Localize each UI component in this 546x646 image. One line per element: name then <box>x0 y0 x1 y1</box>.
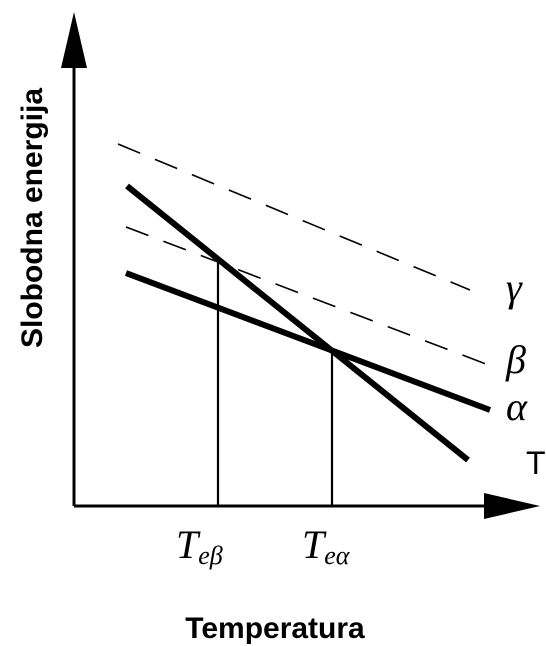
t-curve <box>125 183 470 463</box>
x-axis-arrow <box>484 493 540 519</box>
t-e-beta-base: T <box>176 522 201 567</box>
t-e-alpha-base: T <box>302 522 327 567</box>
alpha-label: α <box>506 384 528 429</box>
t-e-alpha-sub: eα <box>324 541 351 570</box>
gamma-curve <box>117 143 471 291</box>
t-e-beta-label: Teβ <box>176 522 223 570</box>
t-e-beta-sub: eβ <box>198 541 223 570</box>
beta-curve <box>125 226 487 365</box>
y-axis-title: Slobodna energija <box>16 88 49 348</box>
alpha-curve <box>124 270 492 413</box>
beta-label: β <box>505 337 526 382</box>
x-axis-end-label: T <box>526 445 546 481</box>
t-e-alpha-label: Teα <box>302 522 351 570</box>
y-axis-arrow <box>61 12 87 68</box>
gamma-label: γ <box>506 265 523 310</box>
x-axis-title: Temperatura <box>185 612 365 645</box>
